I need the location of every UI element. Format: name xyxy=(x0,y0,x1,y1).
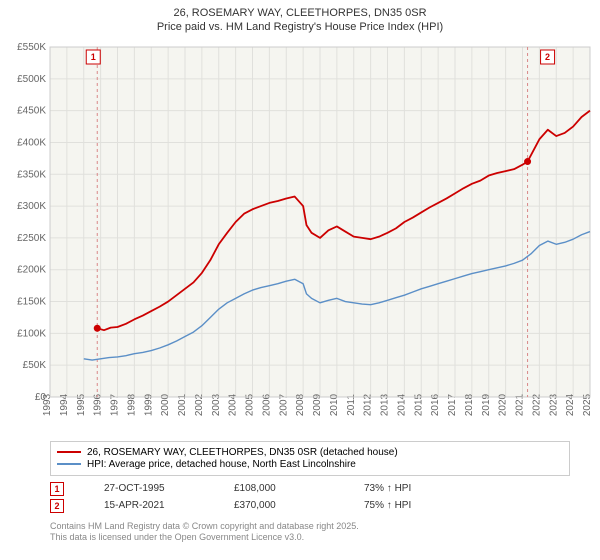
marker-pct-1: 73% ↑ HPI xyxy=(364,483,454,494)
svg-text:£500K: £500K xyxy=(17,73,46,84)
legend-label-1: 26, ROSEMARY WAY, CLEETHORPES, DN35 0SR … xyxy=(87,447,398,458)
svg-text:£50K: £50K xyxy=(23,360,47,371)
svg-text:1: 1 xyxy=(91,52,96,62)
footer-line-1: Contains HM Land Registry data © Crown c… xyxy=(50,521,570,533)
marker-badge-2: 2 xyxy=(50,499,64,513)
marker-date-2: 15-APR-2021 xyxy=(104,500,194,511)
svg-text:£350K: £350K xyxy=(17,169,46,180)
table-row: 2 15-APR-2021 £370,000 75% ↑ HPI xyxy=(50,499,570,513)
svg-text:£200K: £200K xyxy=(17,264,46,275)
marker-date-1: 27-OCT-1995 xyxy=(104,483,194,494)
table-row: 1 27-OCT-1995 £108,000 73% ↑ HPI xyxy=(50,482,570,496)
svg-text:£400K: £400K xyxy=(17,137,46,148)
svg-text:£100K: £100K xyxy=(17,328,46,339)
markers-table: 1 27-OCT-1995 £108,000 73% ↑ HPI 2 15-AP… xyxy=(50,482,570,513)
marker-price-1: £108,000 xyxy=(234,483,324,494)
marker-badge-1: 1 xyxy=(50,482,64,496)
title-line-2: Price paid vs. HM Land Registry's House … xyxy=(0,20,600,34)
footer: Contains HM Land Registry data © Crown c… xyxy=(50,521,570,544)
svg-text:£450K: £450K xyxy=(17,105,46,116)
chart-container: 26, ROSEMARY WAY, CLEETHORPES, DN35 0SR … xyxy=(0,0,600,560)
legend-label-2: HPI: Average price, detached house, Nort… xyxy=(87,459,356,470)
legend: 26, ROSEMARY WAY, CLEETHORPES, DN35 0SR … xyxy=(50,441,570,476)
legend-swatch-2 xyxy=(57,463,81,465)
marker-price-2: £370,000 xyxy=(234,500,324,511)
chart-plot-area: £0£50K£100K£150K£200K£250K£300K£350K£400… xyxy=(0,37,600,437)
legend-row-1: 26, ROSEMARY WAY, CLEETHORPES, DN35 0SR … xyxy=(57,447,563,458)
marker-pct-2: 75% ↑ HPI xyxy=(364,500,454,511)
chart-title: 26, ROSEMARY WAY, CLEETHORPES, DN35 0SR … xyxy=(0,0,600,37)
legend-swatch-1 xyxy=(57,451,81,453)
svg-text:£250K: £250K xyxy=(17,233,46,244)
svg-text:£150K: £150K xyxy=(17,296,46,307)
svg-text:£550K: £550K xyxy=(17,42,46,53)
chart-svg: £0£50K£100K£150K£200K£250K£300K£350K£400… xyxy=(0,37,600,437)
title-line-1: 26, ROSEMARY WAY, CLEETHORPES, DN35 0SR xyxy=(0,6,600,20)
svg-text:2: 2 xyxy=(545,52,550,62)
svg-text:£300K: £300K xyxy=(17,201,46,212)
legend-row-2: HPI: Average price, detached house, Nort… xyxy=(57,459,563,470)
footer-line-2: This data is licensed under the Open Gov… xyxy=(50,532,570,544)
